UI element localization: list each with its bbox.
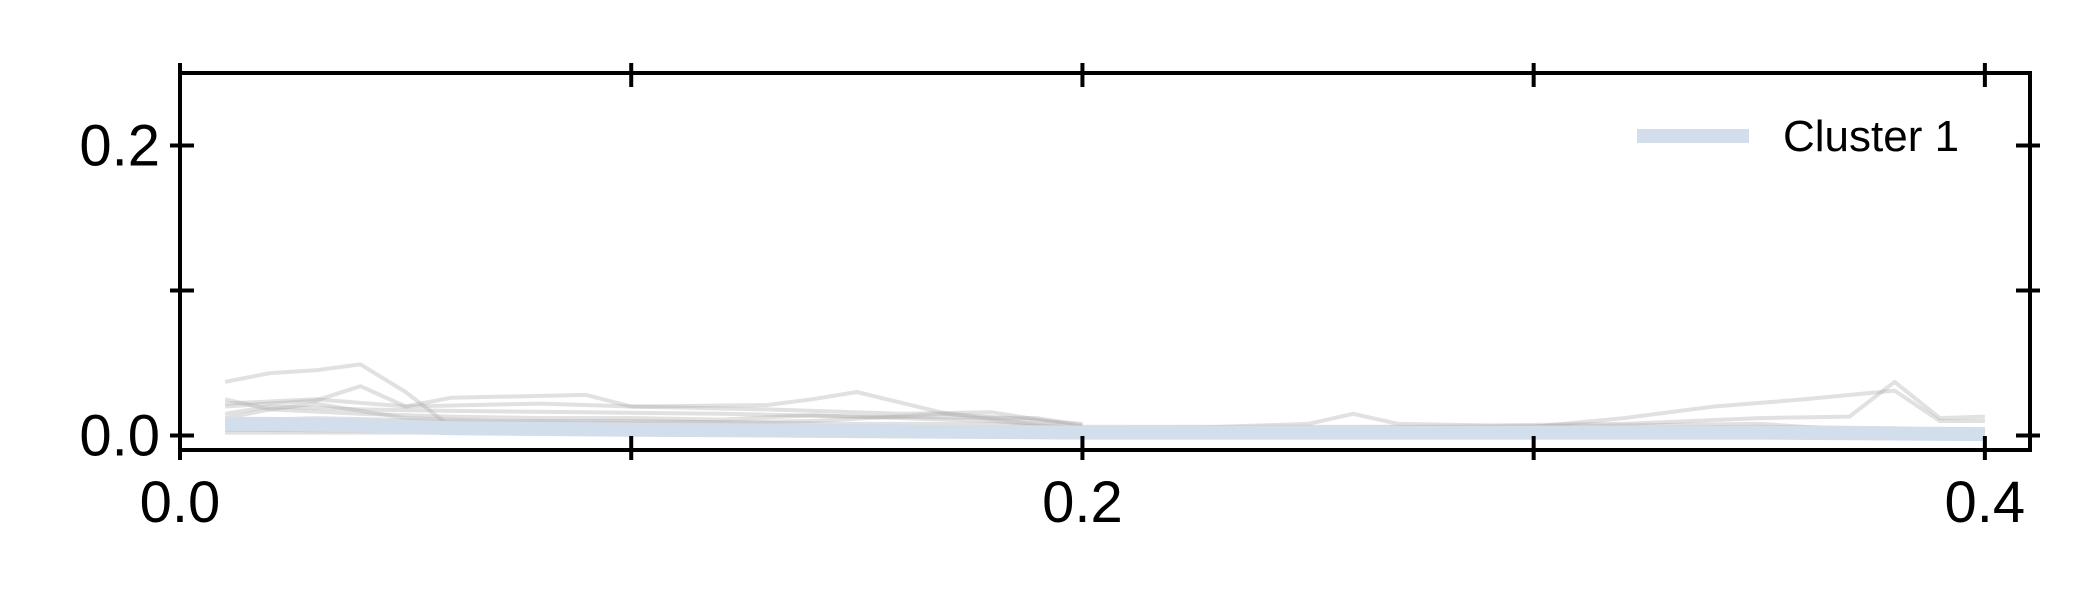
tick-label-group: 0.0 0.2 0.4 0.0 0.2: [79, 114, 2025, 536]
series-group: [225, 416, 1985, 442]
x-tick-label-0: 0.0: [140, 470, 221, 535]
background-line-3: [225, 397, 1083, 429]
legend-label-cluster-1: Cluster 1: [1783, 112, 1959, 161]
background-line-6: [224, 397, 1083, 432]
background-line-2: [224, 384, 1083, 426]
background-line-9: [1082, 379, 1985, 429]
legend: Cluster 1: [1637, 112, 1959, 161]
y-tick-label-2: 0.2: [79, 114, 160, 179]
x-tick-label-4: 0.4: [1945, 470, 2026, 535]
tick-group: [170, 63, 2040, 460]
background-line-4: [224, 404, 1083, 428]
x-tick-label-2: 0.2: [1042, 470, 1123, 535]
background-line-5: [224, 407, 1083, 431]
y-tick-label-0: 0.0: [79, 404, 160, 469]
series-line-cluster-1: [225, 416, 1985, 442]
plot-frame: [178, 71, 2032, 452]
background-line-8: [1082, 388, 1985, 431]
